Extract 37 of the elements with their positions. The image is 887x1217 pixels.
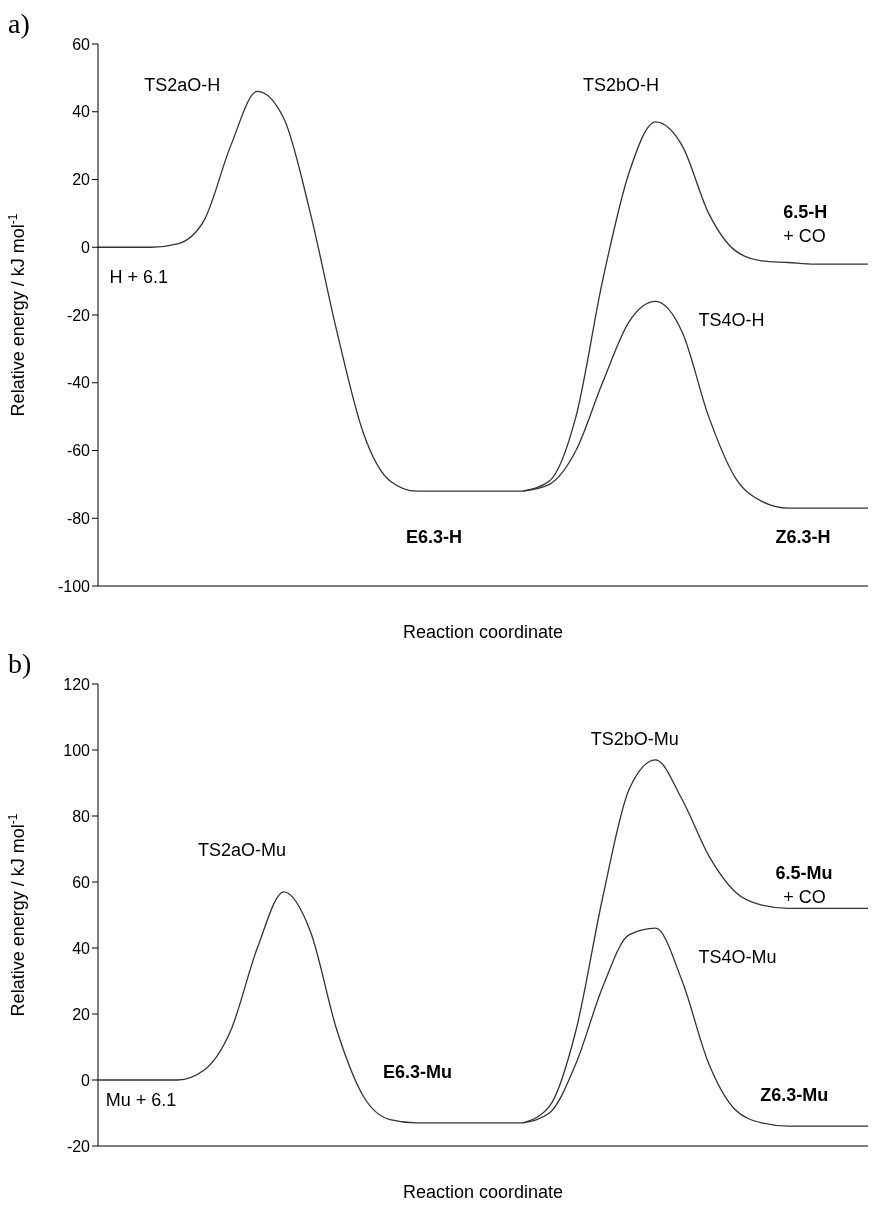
y-tick-label: 0 (81, 238, 91, 256)
y-tick-label: -20 (66, 1137, 91, 1155)
annotation: TS4O-H (698, 309, 765, 331)
x-axis-title: Reaction coordinate (402, 622, 564, 642)
annotation: 6.5-Mu (775, 862, 833, 884)
y-tick-label: 100 (63, 741, 91, 759)
annotation: H + 6.1 (109, 266, 169, 288)
y-tick-label: 40 (72, 939, 91, 957)
y-tick-label: -80 (66, 509, 91, 527)
annotation: + CO (783, 886, 826, 908)
x-axis-title: Reaction coordinate (402, 1182, 564, 1202)
annotation: Mu + 6.1 (105, 1089, 177, 1111)
annotation: TS2aO-Mu (198, 839, 287, 861)
annotation: Z6.3-Mu (760, 1084, 829, 1106)
annotation: TS2aO-H (144, 74, 221, 96)
annotation: E6.3-H (406, 526, 463, 548)
y-tick-label: -60 (66, 442, 91, 460)
annotation: E6.3-Mu (382, 1061, 452, 1083)
y-tick-label: 20 (72, 1005, 91, 1023)
y-tick-label: -100 (57, 577, 91, 595)
y-tick-label: 80 (72, 807, 91, 825)
y-tick-label: 60 (72, 35, 91, 53)
y-tick-label: -20 (66, 306, 91, 324)
annotation: + CO (783, 225, 826, 247)
chart-title: a) (8, 8, 30, 40)
y-tick-label: 20 (72, 171, 91, 189)
annotation: TS2bO-H (583, 74, 660, 96)
y-tick-label: -40 (66, 374, 91, 392)
annotation: Z6.3-H (775, 526, 831, 548)
y-tick-label: 60 (72, 873, 91, 891)
y-tick-label: 120 (63, 675, 91, 693)
annotation: TS4O-Mu (698, 946, 777, 968)
chart-title: b) (8, 648, 32, 680)
annotation: TS2bO-Mu (590, 728, 679, 750)
y-tick-label: 40 (72, 103, 91, 121)
y-tick-label: 0 (81, 1071, 91, 1089)
annotation: 6.5-H (783, 201, 828, 223)
